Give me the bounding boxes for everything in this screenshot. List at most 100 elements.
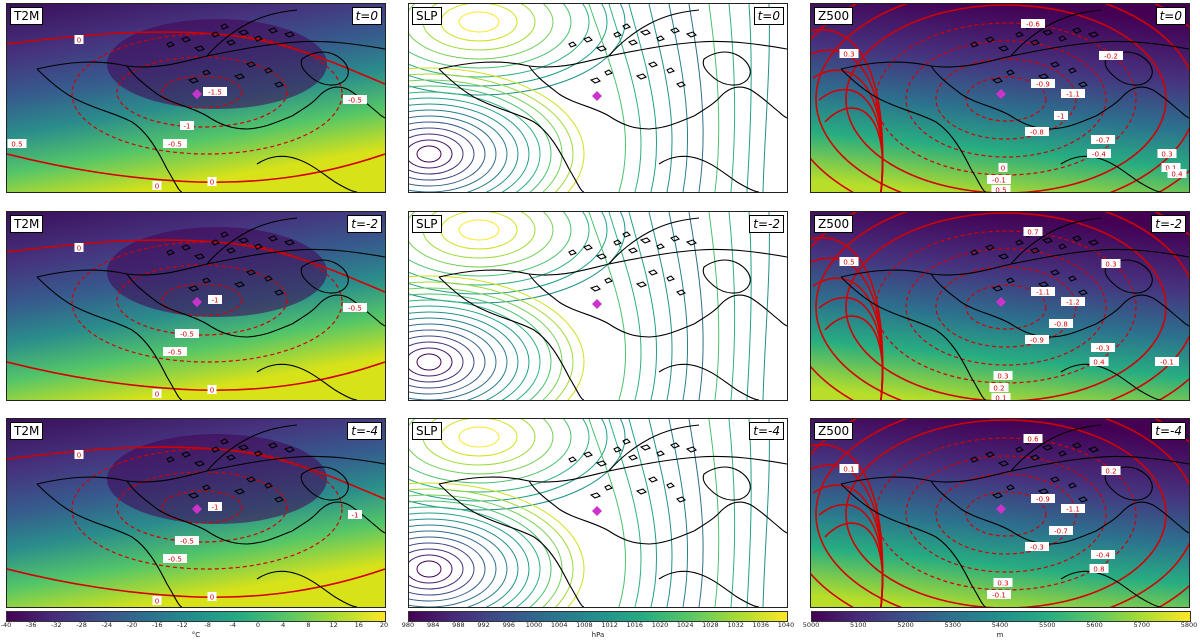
- contour-label: 0.5: [840, 257, 859, 267]
- contour-label-text: -0.1: [1160, 359, 1174, 367]
- contour-label-text: 0.5: [843, 259, 854, 267]
- contour-label: -1.2: [1061, 297, 1085, 307]
- contour-label: -0.1: [1155, 357, 1179, 367]
- contour-label-text: -0.1: [992, 177, 1006, 185]
- colorbar-tick-label: 1016: [627, 621, 644, 629]
- contour-label-text: -0.9: [1036, 81, 1050, 89]
- colorbar-tick-label: 1040: [778, 621, 795, 629]
- colorbar-tick-label: 1032: [727, 621, 744, 629]
- colorbar-tick-label: -20: [127, 621, 138, 629]
- contour-label-text: 0.5: [11, 141, 22, 149]
- contour-label: -0.6: [1021, 19, 1045, 29]
- colorbar-tick-label: 5300: [944, 621, 961, 629]
- contour-label: 0.4: [1168, 169, 1187, 179]
- contour-label-text: 0.6: [1027, 436, 1039, 444]
- contour-label: 0.3: [994, 578, 1013, 588]
- panel-variable-label: T2M: [10, 7, 43, 25]
- colorbar-tick-label: 1012: [601, 621, 618, 629]
- colorbar-tick-label: 5000: [803, 621, 820, 629]
- colorbar-tick-label: -40: [1, 621, 12, 629]
- map-panel-slp: SLP t=-4: [408, 418, 788, 608]
- contour-label-text: -1: [1058, 113, 1065, 121]
- contour-label: 0.3: [840, 49, 859, 59]
- contour-label: 0.3: [1102, 259, 1121, 269]
- colorbar-tick-label: 1020: [652, 621, 669, 629]
- contour-label: 0.3: [1158, 149, 1177, 159]
- contour-label-text: -0.9: [1036, 496, 1050, 504]
- map-panel-t2m: 0 -1 -0.5 -0.5 -0.5 0 0 T2M t=-2: [6, 211, 386, 401]
- contour-label: -0.4: [1087, 149, 1111, 159]
- colorbar-tick-label: 1024: [677, 621, 694, 629]
- contour-label: -0.1: [987, 175, 1011, 185]
- contour-label-text: -0.2: [1104, 53, 1118, 61]
- contour-label: 0: [208, 385, 217, 395]
- contour-label-text: -0.5: [168, 141, 182, 149]
- contour-label-text: -0.5: [180, 538, 194, 546]
- contour-label-text: -0.3: [1030, 544, 1044, 552]
- colorbar-tick-label: 4: [281, 621, 285, 629]
- contour-label: 0.2: [1102, 466, 1121, 476]
- contour-label-text: 0.3: [843, 51, 854, 59]
- map-canvas: 0-1-0.5-0.5-10 0: [7, 419, 385, 607]
- contour-label: -1.1: [1061, 89, 1085, 99]
- map-panel-t2m: 0 -1.5 -1 -0.5 -0.5 0 0 0.5 T2M t=0: [6, 3, 386, 193]
- contour-label: 0.7: [1024, 227, 1043, 237]
- panel-time-label: t=0: [754, 7, 784, 25]
- contour-label: -0.8: [1025, 127, 1049, 137]
- contour-label-text: -0.8: [1054, 321, 1068, 329]
- panel-variable-label: SLP: [412, 7, 442, 25]
- colorbar-tick-label: 5200: [897, 621, 914, 629]
- contour-label: -0.7: [1091, 135, 1115, 145]
- contour-label-text: -1: [184, 123, 191, 131]
- contour-label-text: 0.2: [993, 385, 1004, 393]
- colorbar-tick-label: 1000: [526, 621, 543, 629]
- colorbar-tick-label: -12: [177, 621, 188, 629]
- contour-label-text: -0.7: [1096, 137, 1110, 145]
- colorbar-tick-label: 1004: [551, 621, 568, 629]
- contour-label-text: 0.8: [1093, 566, 1104, 574]
- contour-label-text: 0: [77, 245, 81, 253]
- colorbar-tick-label: -28: [76, 621, 87, 629]
- contour-label: 0: [75, 450, 84, 460]
- map-panel-t2m: 0 -1 -0.5 -0.5 -1 0 0 T2M t=-4: [6, 418, 386, 608]
- colorbar-tick-label: 1036: [753, 621, 770, 629]
- colorbar-tick-label: 5400: [992, 621, 1009, 629]
- colorbar-tick-label: 1028: [702, 621, 719, 629]
- panel-time-label: t=0: [352, 7, 382, 25]
- colorbar-tick-label: -24: [101, 621, 112, 629]
- contour-label-text: -1.1: [1066, 91, 1080, 99]
- colorbar-tick-label: 8: [306, 621, 310, 629]
- colorbar-z500-ticks: 5000 5100 5200 5300 5400 5500 5600 5700 5800: [811, 621, 1191, 631]
- contour-label: -0.5: [163, 347, 187, 357]
- map-panel-slp: SLP t=0: [408, 3, 788, 193]
- contour-label: 0: [75, 35, 84, 45]
- contour-label: -0.9: [1025, 335, 1049, 345]
- colorbar-tick-label: 988: [452, 621, 464, 629]
- contour-label: -1: [1054, 111, 1068, 121]
- contour-label: 0: [75, 243, 84, 253]
- contour-label: -1: [180, 121, 194, 131]
- contour-label: 0.4: [1090, 357, 1109, 367]
- contour-label-text: 0.7: [1027, 229, 1038, 237]
- contour-label: -0.5: [343, 95, 367, 105]
- contour-label-text: -0.9: [1030, 337, 1044, 345]
- colorbar-slp-unit: hPa: [592, 631, 605, 639]
- colorbar-tick-label: 980: [402, 621, 414, 629]
- panel-variable-label: T2M: [10, 215, 43, 233]
- contour-label-text: 0.2: [1105, 468, 1116, 476]
- contour-label-text: -1.5: [208, 89, 222, 97]
- map-panel-z500: -0.6 0.3 -0.2 -0.9 -1.1 -1 -0.8 -0.7 -0.4 0 -0.1 0.…: [810, 3, 1190, 193]
- panel-variable-label: T2M: [10, 422, 43, 440]
- colorbar-z500-unit: m: [997, 631, 1004, 639]
- colorbar-tick-label: 5800: [1181, 621, 1198, 629]
- contour-label-text: -0.3: [1096, 345, 1110, 353]
- contour-label-text: -0.4: [1092, 151, 1106, 159]
- contour-label-text: -0.7: [1054, 528, 1068, 536]
- panel-variable-label: SLP: [412, 422, 442, 440]
- contour-label-text: 0: [210, 179, 214, 187]
- panel-variable-label: Z500: [814, 422, 853, 440]
- colorbar-tick-label: 984: [427, 621, 439, 629]
- contour-label-text: 0.1: [995, 395, 1006, 401]
- contour-label: 0: [208, 177, 217, 187]
- map-panel-z500: 0.6 0.1 0.2 -0.9 -1.1 -0.7 -0.3 -0.4 0.8 0.3 -0.1 Z…: [810, 418, 1190, 608]
